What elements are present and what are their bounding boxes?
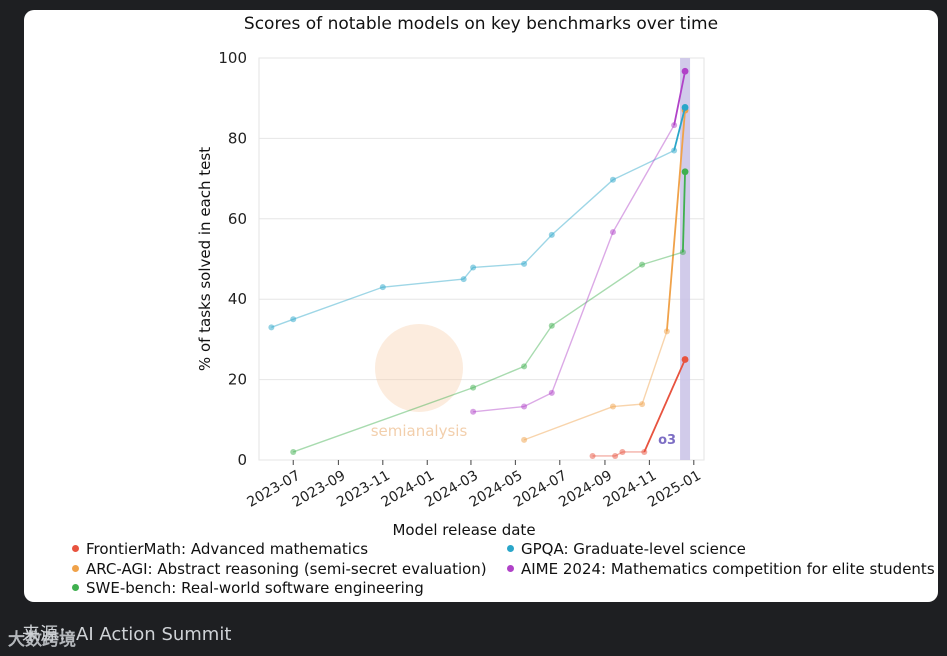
data-point [612, 452, 619, 459]
data-point [639, 401, 646, 408]
data-point [679, 249, 686, 256]
data-point [681, 67, 689, 75]
series-segment [472, 365, 525, 389]
legend-label: AIME 2024: Mathematics competition for e… [521, 560, 935, 578]
data-point [521, 436, 528, 443]
series-segment [551, 264, 643, 327]
legend-dot [507, 545, 514, 552]
data-point [470, 408, 477, 415]
series-segment [641, 251, 684, 266]
y-tick-label: 100 [218, 49, 247, 67]
data-point [548, 322, 555, 329]
data-point [290, 448, 297, 455]
data-point [521, 363, 528, 370]
chart-title: Scores of notable models on key benchmar… [243, 14, 719, 34]
semianalysis-watermark: semianalysis [371, 422, 468, 440]
series-segment [523, 234, 553, 265]
data-point [589, 452, 596, 459]
series-segment [681, 171, 686, 253]
series-segment [673, 71, 686, 126]
data-point [548, 389, 555, 396]
series-segment [643, 359, 686, 453]
semianalysis-logo [375, 324, 463, 412]
data-point [671, 122, 678, 129]
data-point [460, 276, 467, 283]
data-point [681, 104, 689, 111]
series-segment [673, 107, 686, 151]
series-segment [612, 124, 675, 233]
series-segment [612, 403, 643, 408]
series-segment [271, 318, 294, 328]
legend-item-frontiermath: FrontierMath: Advanced mathematics [72, 540, 368, 558]
legend-item-aime: AIME 2024: Mathematics competition for e… [507, 560, 935, 578]
data-point [290, 316, 297, 323]
y-tick-label: 20 [228, 371, 247, 389]
data-point [548, 231, 555, 238]
y-axis-label: % of tasks solved in each test [196, 147, 214, 371]
data-point [619, 448, 626, 455]
y-tick-label: 0 [237, 451, 247, 469]
data-point [681, 356, 689, 363]
chart-plot: 0204060801002023-072023-092023-112024-01… [196, 49, 705, 539]
x-axis-label: Model release date [392, 521, 535, 539]
y-tick-label: 80 [228, 129, 247, 147]
y-tick-label: 60 [228, 210, 247, 228]
data-point [521, 260, 528, 267]
legend-dot [507, 565, 514, 572]
series-segment [523, 325, 553, 367]
data-point [609, 229, 616, 236]
legend-dot [72, 584, 79, 591]
legend-label: ARC-AGI: Abstract reasoning (semi-secret… [86, 560, 487, 578]
data-point [681, 168, 689, 176]
series-segment [551, 231, 614, 394]
data-point [379, 284, 386, 291]
watermark-text: 大数跨境 [8, 630, 76, 650]
legend-item-swe-bench: SWE-bench: Real-world software engineeri… [72, 579, 424, 597]
series-segment [473, 405, 525, 413]
series-segment [551, 179, 614, 236]
series-segment [292, 286, 384, 320]
legend-dot [72, 565, 79, 572]
source-caption: 来源：AI Action Summit [22, 624, 232, 645]
data-point [268, 324, 275, 331]
series-segment [612, 149, 675, 181]
o3-highlight-label: o3 [658, 433, 676, 448]
data-point [663, 328, 670, 335]
series-segment [292, 386, 474, 453]
legend-item-arc-agi: ARC-AGI: Abstract reasoning (semi-secret… [72, 560, 487, 578]
data-point [641, 448, 648, 455]
o3-highlight-band [680, 58, 691, 460]
legend-label: FrontierMath: Advanced mathematics [86, 540, 369, 558]
plot-area [258, 57, 705, 461]
legend-label: GPQA: Graduate-level science [521, 540, 746, 558]
legend-label: SWE-bench: Real-world software engineeri… [86, 579, 424, 597]
series-segment [641, 331, 668, 405]
data-point [609, 176, 616, 183]
data-point [609, 403, 616, 410]
data-point [521, 403, 528, 410]
data-point [470, 384, 477, 391]
series-segment [473, 263, 525, 269]
series-segment [665, 110, 686, 332]
series-segment [523, 405, 614, 441]
data-point [639, 261, 646, 268]
legend-dot [72, 545, 79, 552]
chart-card: Scores of notable models on key benchmar… [24, 10, 938, 602]
data-point [470, 264, 477, 271]
series-segment [382, 278, 464, 288]
series-segment [523, 392, 553, 408]
legend-item-gpqa: GPQA: Graduate-level science [507, 540, 746, 558]
y-tick-label: 40 [228, 290, 247, 308]
data-point [671, 147, 678, 154]
